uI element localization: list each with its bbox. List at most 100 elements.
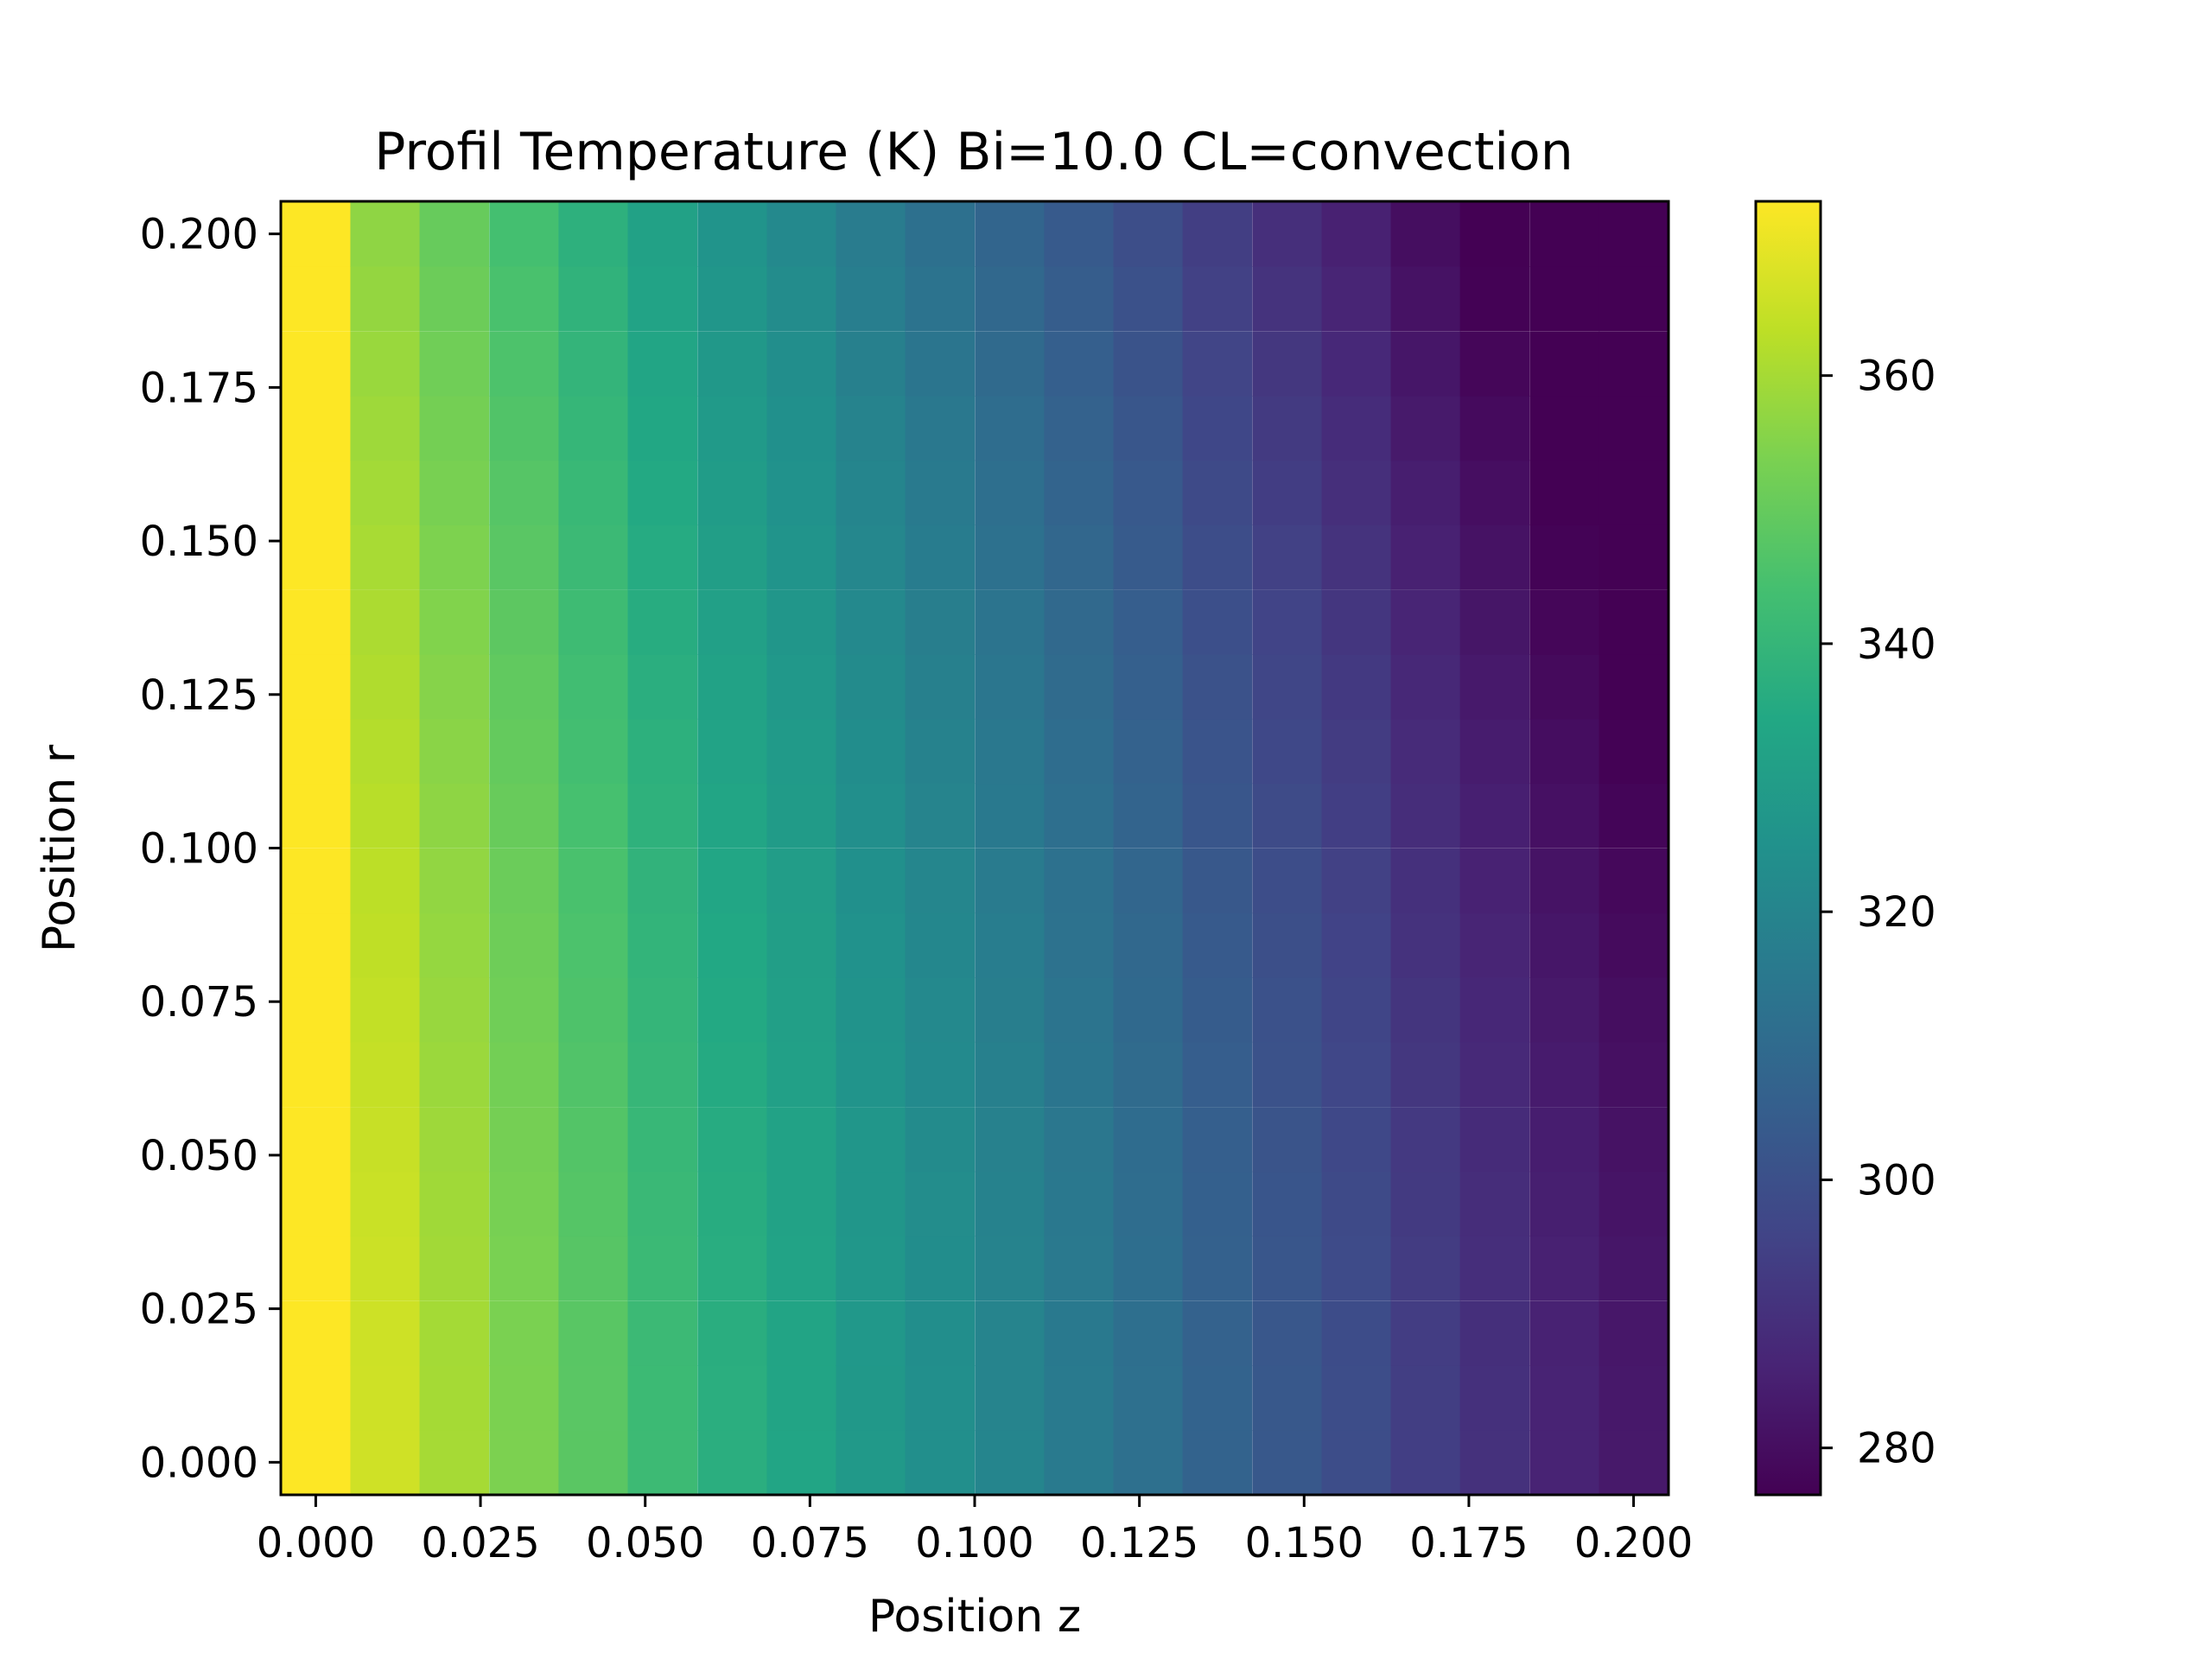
heatmap-cell <box>1459 201 1530 267</box>
heatmap-cell <box>350 848 421 914</box>
heatmap-cell <box>836 848 906 914</box>
heatmap-cell <box>766 848 837 914</box>
heatmap-cell <box>1044 1300 1115 1366</box>
heatmap-cell <box>627 848 698 914</box>
x-axis-label: Position z <box>868 1591 1081 1643</box>
heatmap-cell <box>1459 977 1530 1043</box>
heatmap-cell <box>489 654 560 720</box>
heatmap-cell <box>1321 1365 1392 1431</box>
heatmap-cell <box>1113 1107 1184 1173</box>
heatmap-cell <box>1252 1236 1323 1301</box>
heatmap-cell <box>1044 718 1115 785</box>
heatmap-cell <box>766 331 837 397</box>
heatmap-cell <box>1113 201 1184 267</box>
heatmap-cell <box>766 1236 837 1301</box>
heatmap-cell <box>1390 524 1461 590</box>
heatmap-cell <box>1390 589 1461 655</box>
heatmap-cell <box>558 1041 629 1108</box>
heatmap-cell <box>350 654 421 720</box>
colorbar-ticks: 280 300 320 340 360 <box>1821 353 1936 1473</box>
heatmap-cell <box>1459 1041 1530 1108</box>
heatmap-cell <box>836 201 906 267</box>
heatmap-cell <box>558 460 629 525</box>
heatmap-cell <box>1044 783 1115 849</box>
heatmap-cell <box>627 331 698 397</box>
heatmap-cell <box>1459 718 1530 785</box>
heatmap-cell <box>1113 265 1184 332</box>
heatmap-cell <box>766 1041 837 1108</box>
heatmap-cell <box>558 1430 629 1496</box>
heatmap-cell <box>1182 1236 1253 1301</box>
heatmap-cell <box>905 201 976 267</box>
heatmap-cell <box>281 460 352 525</box>
heatmap-cell <box>419 654 490 720</box>
heatmap-cell <box>627 1430 698 1496</box>
heatmap-cell <box>1390 1041 1461 1108</box>
heatmap-cell <box>1252 718 1323 785</box>
heatmap-cell <box>975 265 1046 332</box>
y-tick-label: 0.200 <box>140 211 258 259</box>
heatmap-cell <box>1599 977 1669 1043</box>
heatmap-cell <box>1182 1300 1253 1366</box>
heatmap-cell <box>1529 1365 1600 1431</box>
heatmap-cell <box>1113 1171 1184 1236</box>
heatmap-cell <box>1182 1107 1253 1173</box>
heatmap-cell <box>627 395 698 461</box>
heatmap-cell <box>489 1300 560 1366</box>
heatmap-cell <box>419 524 490 590</box>
y-tick-label: 0.025 <box>140 1286 258 1334</box>
heatmap-cell <box>1252 460 1323 525</box>
heatmap-cell <box>558 1171 629 1236</box>
heatmap-cell <box>1252 1107 1323 1173</box>
heatmap-cell <box>1044 1171 1115 1236</box>
heatmap-cell <box>1529 201 1600 267</box>
heatmap-cell <box>1599 783 1669 849</box>
heatmap-cell <box>1459 912 1530 978</box>
heatmap-cell <box>1459 848 1530 914</box>
heatmap-cell <box>1459 395 1530 461</box>
heatmap-cell <box>558 783 629 849</box>
heatmap-cell <box>766 201 837 267</box>
heatmap-cell <box>1321 1041 1392 1108</box>
heatmap-cell <box>419 977 490 1043</box>
heatmap-cell <box>975 783 1046 849</box>
heatmap-cell <box>1113 654 1184 720</box>
heatmap-cell <box>1599 460 1669 525</box>
heatmap-cell <box>350 331 421 397</box>
heatmap-cell <box>1252 1365 1323 1431</box>
x-tick-label: 0.075 <box>751 1519 869 1567</box>
heatmap-cell <box>558 718 629 785</box>
heatmap-cell <box>766 654 837 720</box>
heatmap-cell <box>489 783 560 849</box>
heatmap-cell <box>766 395 837 461</box>
heatmap-cell <box>1182 331 1253 397</box>
x-tick-label: 0.150 <box>1245 1519 1363 1567</box>
heatmap-cell <box>697 201 767 267</box>
heatmap-cell <box>1321 589 1392 655</box>
heatmap-cell <box>558 848 629 914</box>
heatmap-cell <box>281 912 352 978</box>
heatmap-cell <box>766 524 837 590</box>
heatmap-cell <box>281 1107 352 1173</box>
heatmap-cell <box>975 1430 1046 1496</box>
heatmap-cell <box>766 1171 837 1236</box>
heatmap-cell <box>1044 977 1115 1043</box>
heatmap-cell <box>697 848 767 914</box>
heatmap-cell <box>1113 1041 1184 1108</box>
heatmap-cell <box>905 524 976 590</box>
heatmap-cell <box>558 1365 629 1431</box>
heatmap-cell <box>1113 1430 1184 1496</box>
heatmap-cell <box>350 977 421 1043</box>
heatmap-cell <box>766 265 837 332</box>
heatmap-cell <box>627 977 698 1043</box>
heatmap-cell <box>1321 718 1392 785</box>
heatmap-cell <box>419 1300 490 1366</box>
heatmap-cell <box>350 201 421 267</box>
heatmap-cell <box>905 395 976 461</box>
heatmap-cell <box>627 265 698 332</box>
colorbar <box>1754 200 1822 1497</box>
heatmap-cell <box>1390 977 1461 1043</box>
heatmap-cell <box>1599 265 1669 332</box>
heatmap-cell <box>489 1365 560 1431</box>
heatmap-cell <box>419 460 490 525</box>
